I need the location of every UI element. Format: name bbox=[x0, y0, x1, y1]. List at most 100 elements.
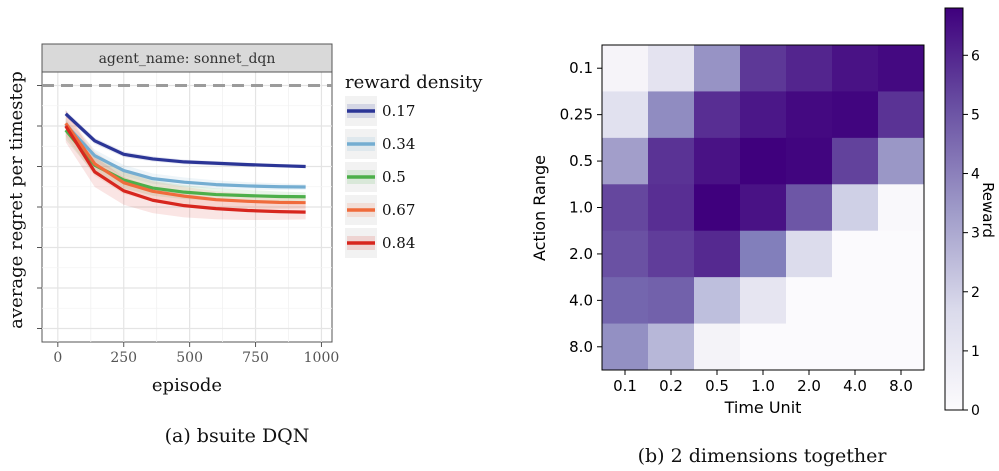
heatmap-x-tick-label: 4.0 bbox=[843, 377, 867, 395]
heatmap-cell bbox=[832, 277, 879, 325]
heatmap-y-tick-label: 1.0 bbox=[569, 199, 593, 217]
heatmap-cell bbox=[878, 45, 925, 92]
heatmap-y-axis-label: Action Range bbox=[530, 155, 549, 261]
heatmap-cell bbox=[832, 184, 879, 232]
heatmap-cell bbox=[740, 91, 787, 139]
x-tick-label: 750 bbox=[242, 350, 269, 366]
heatmap-cell bbox=[832, 91, 879, 139]
heatmap-y-tick-label: 8.0 bbox=[569, 338, 593, 356]
heatmap-cell bbox=[832, 45, 879, 92]
heatmap-cell bbox=[786, 184, 833, 232]
heatmap-x-ticks: 0.1 0.2 0.5 1.0 2.0 4.0 8.0 bbox=[613, 370, 913, 395]
grid bbox=[42, 72, 332, 342]
heatmap-cell bbox=[602, 323, 649, 371]
series-line-0.84 bbox=[64, 125, 306, 214]
heatmap-cell bbox=[648, 184, 695, 232]
heatmap-x-tick-label: 2.0 bbox=[797, 377, 821, 395]
x-tick-label: 0 bbox=[53, 350, 62, 366]
heatmap-cell bbox=[878, 277, 925, 325]
heatmap-cell bbox=[786, 277, 833, 325]
heatmap-cell bbox=[694, 45, 741, 92]
legend-label: 0.34 bbox=[382, 135, 415, 153]
x-tick-label: 250 bbox=[110, 350, 137, 366]
heatmap-cell bbox=[832, 323, 879, 371]
legend-label: 0.84 bbox=[382, 234, 415, 252]
heatmap-cell bbox=[648, 91, 695, 139]
caption-a: (a) bsuite DQN bbox=[165, 425, 310, 447]
heatmap-cell bbox=[878, 323, 925, 371]
line-chart: agent_name: sonnet_dqn 0 250 500 750 1000 ep… bbox=[6, 43, 483, 447]
series-line-0.34 bbox=[64, 123, 306, 189]
series-line-0.17 bbox=[64, 112, 306, 169]
heatmap-cell bbox=[648, 137, 695, 185]
heatmap-x-axis-label: Time Unit bbox=[724, 398, 802, 417]
heatmap-cell bbox=[648, 277, 695, 325]
heatmap-cell bbox=[740, 137, 787, 185]
series-lines bbox=[64, 112, 306, 214]
legend-label: 0.67 bbox=[382, 201, 415, 219]
heatmap-cell bbox=[878, 91, 925, 139]
heatmap-cell bbox=[740, 184, 787, 232]
heatmap-cell bbox=[832, 137, 879, 185]
heatmap-chart: 0.1 0.2 0.5 1.0 2.0 4.0 8.0 0.1 0.25 0.5 1.0 2.0 4.… bbox=[530, 7, 997, 467]
y-axis-label: average regret per timestep bbox=[6, 71, 27, 329]
heatmap-y-tick-label: 4.0 bbox=[569, 291, 593, 309]
heatmap-cell bbox=[832, 230, 879, 278]
heatmap-cell bbox=[740, 277, 787, 325]
heatmap-cell bbox=[740, 323, 787, 371]
x-tick-label: 1000 bbox=[304, 350, 340, 366]
heatmap-cell bbox=[602, 137, 649, 185]
heatmap-cell bbox=[694, 184, 741, 232]
legend-label: 0.17 bbox=[382, 102, 415, 120]
heatmap-cell bbox=[694, 277, 741, 325]
legend-label: 0.5 bbox=[382, 168, 406, 186]
colorbar-tick-label: 0 bbox=[971, 403, 980, 419]
colorbar-label: Reward bbox=[979, 182, 997, 238]
heatmap-y-tick-label: 0.25 bbox=[560, 106, 593, 124]
colorbar-tick-label: 2 bbox=[971, 285, 980, 301]
heatmap-cell bbox=[786, 137, 833, 185]
heatmap-cell bbox=[648, 45, 695, 92]
caption-b: (b) 2 dimensions together bbox=[638, 445, 888, 467]
heatmap-cell bbox=[602, 230, 649, 278]
heatmap-x-tick-label: 0.1 bbox=[613, 377, 637, 395]
series-line-0.67 bbox=[64, 122, 306, 205]
heatmap-cell bbox=[602, 184, 649, 232]
heatmap-cell bbox=[694, 137, 741, 185]
heatmap-cell bbox=[786, 230, 833, 278]
heatmap-cell bbox=[786, 45, 833, 92]
heatmap-y-ticks: 0.1 0.25 0.5 1.0 2.0 4.0 8.0 bbox=[560, 59, 602, 356]
y-ticks bbox=[37, 85, 42, 329]
heatmap-cell bbox=[878, 184, 925, 232]
x-tick-label: 500 bbox=[176, 350, 203, 366]
x-ticks: 0 250 500 750 1000 bbox=[53, 342, 339, 366]
heatmap-cell bbox=[602, 45, 649, 92]
heatmap-cell bbox=[878, 230, 925, 278]
heatmap-cell bbox=[786, 323, 833, 371]
heatmap-cell bbox=[602, 91, 649, 139]
heatmap-x-tick-label: 1.0 bbox=[751, 377, 775, 395]
heatmap-cells bbox=[602, 45, 925, 371]
x-axis-label: episode bbox=[152, 375, 222, 396]
heatmap-x-tick-label: 0.5 bbox=[705, 377, 729, 395]
colorbar bbox=[944, 7, 964, 411]
colorbar-tick-label: 6 bbox=[971, 48, 980, 64]
heatmap-x-tick-label: 8.0 bbox=[889, 377, 913, 395]
colorbar-tick-label: 5 bbox=[971, 107, 980, 123]
heatmap-cell bbox=[694, 91, 741, 139]
heatmap-cell bbox=[694, 230, 741, 278]
heatmap-y-tick-label: 0.5 bbox=[569, 152, 593, 170]
heatmap-y-tick-label: 0.1 bbox=[569, 59, 593, 77]
facet-strip-label: agent_name: sonnet_dqn bbox=[99, 51, 276, 67]
colorbar-tick-label: 3 bbox=[971, 226, 980, 242]
legend: 0.17 0.34 0.5 0.67 0.84 bbox=[345, 96, 415, 258]
heatmap-cell bbox=[878, 137, 925, 185]
heatmap-cell bbox=[786, 91, 833, 139]
heatmap-y-tick-label: 2.0 bbox=[569, 245, 593, 263]
legend-title: reward density bbox=[345, 72, 483, 93]
heatmap-cell bbox=[740, 45, 787, 92]
heatmap-cell bbox=[740, 230, 787, 278]
colorbar-ticks: 0 1 2 3 4 5 6 bbox=[963, 48, 980, 419]
heatmap-cell bbox=[694, 323, 741, 371]
